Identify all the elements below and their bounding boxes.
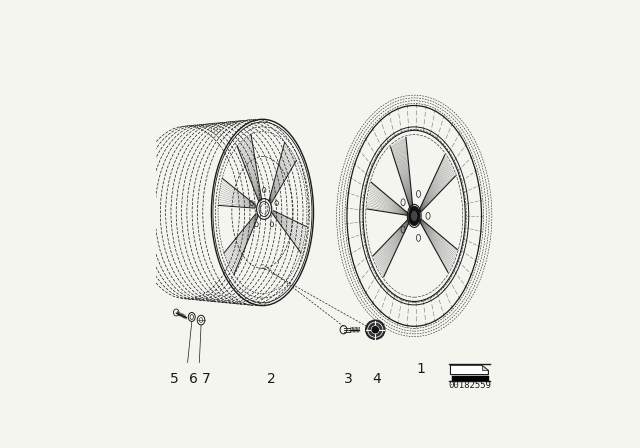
Text: 5: 5 xyxy=(170,372,179,386)
Polygon shape xyxy=(481,365,488,370)
Polygon shape xyxy=(451,365,488,375)
Text: 00182559: 00182559 xyxy=(448,381,491,390)
Text: 2: 2 xyxy=(267,372,275,386)
Text: 7: 7 xyxy=(202,372,211,386)
Ellipse shape xyxy=(412,211,417,220)
Polygon shape xyxy=(452,376,490,381)
Text: 6: 6 xyxy=(189,372,198,386)
Text: 4: 4 xyxy=(372,372,381,386)
Ellipse shape xyxy=(408,206,420,226)
Text: 1: 1 xyxy=(417,362,426,376)
Ellipse shape xyxy=(365,320,385,340)
Ellipse shape xyxy=(371,326,380,334)
Text: 3: 3 xyxy=(344,372,353,386)
